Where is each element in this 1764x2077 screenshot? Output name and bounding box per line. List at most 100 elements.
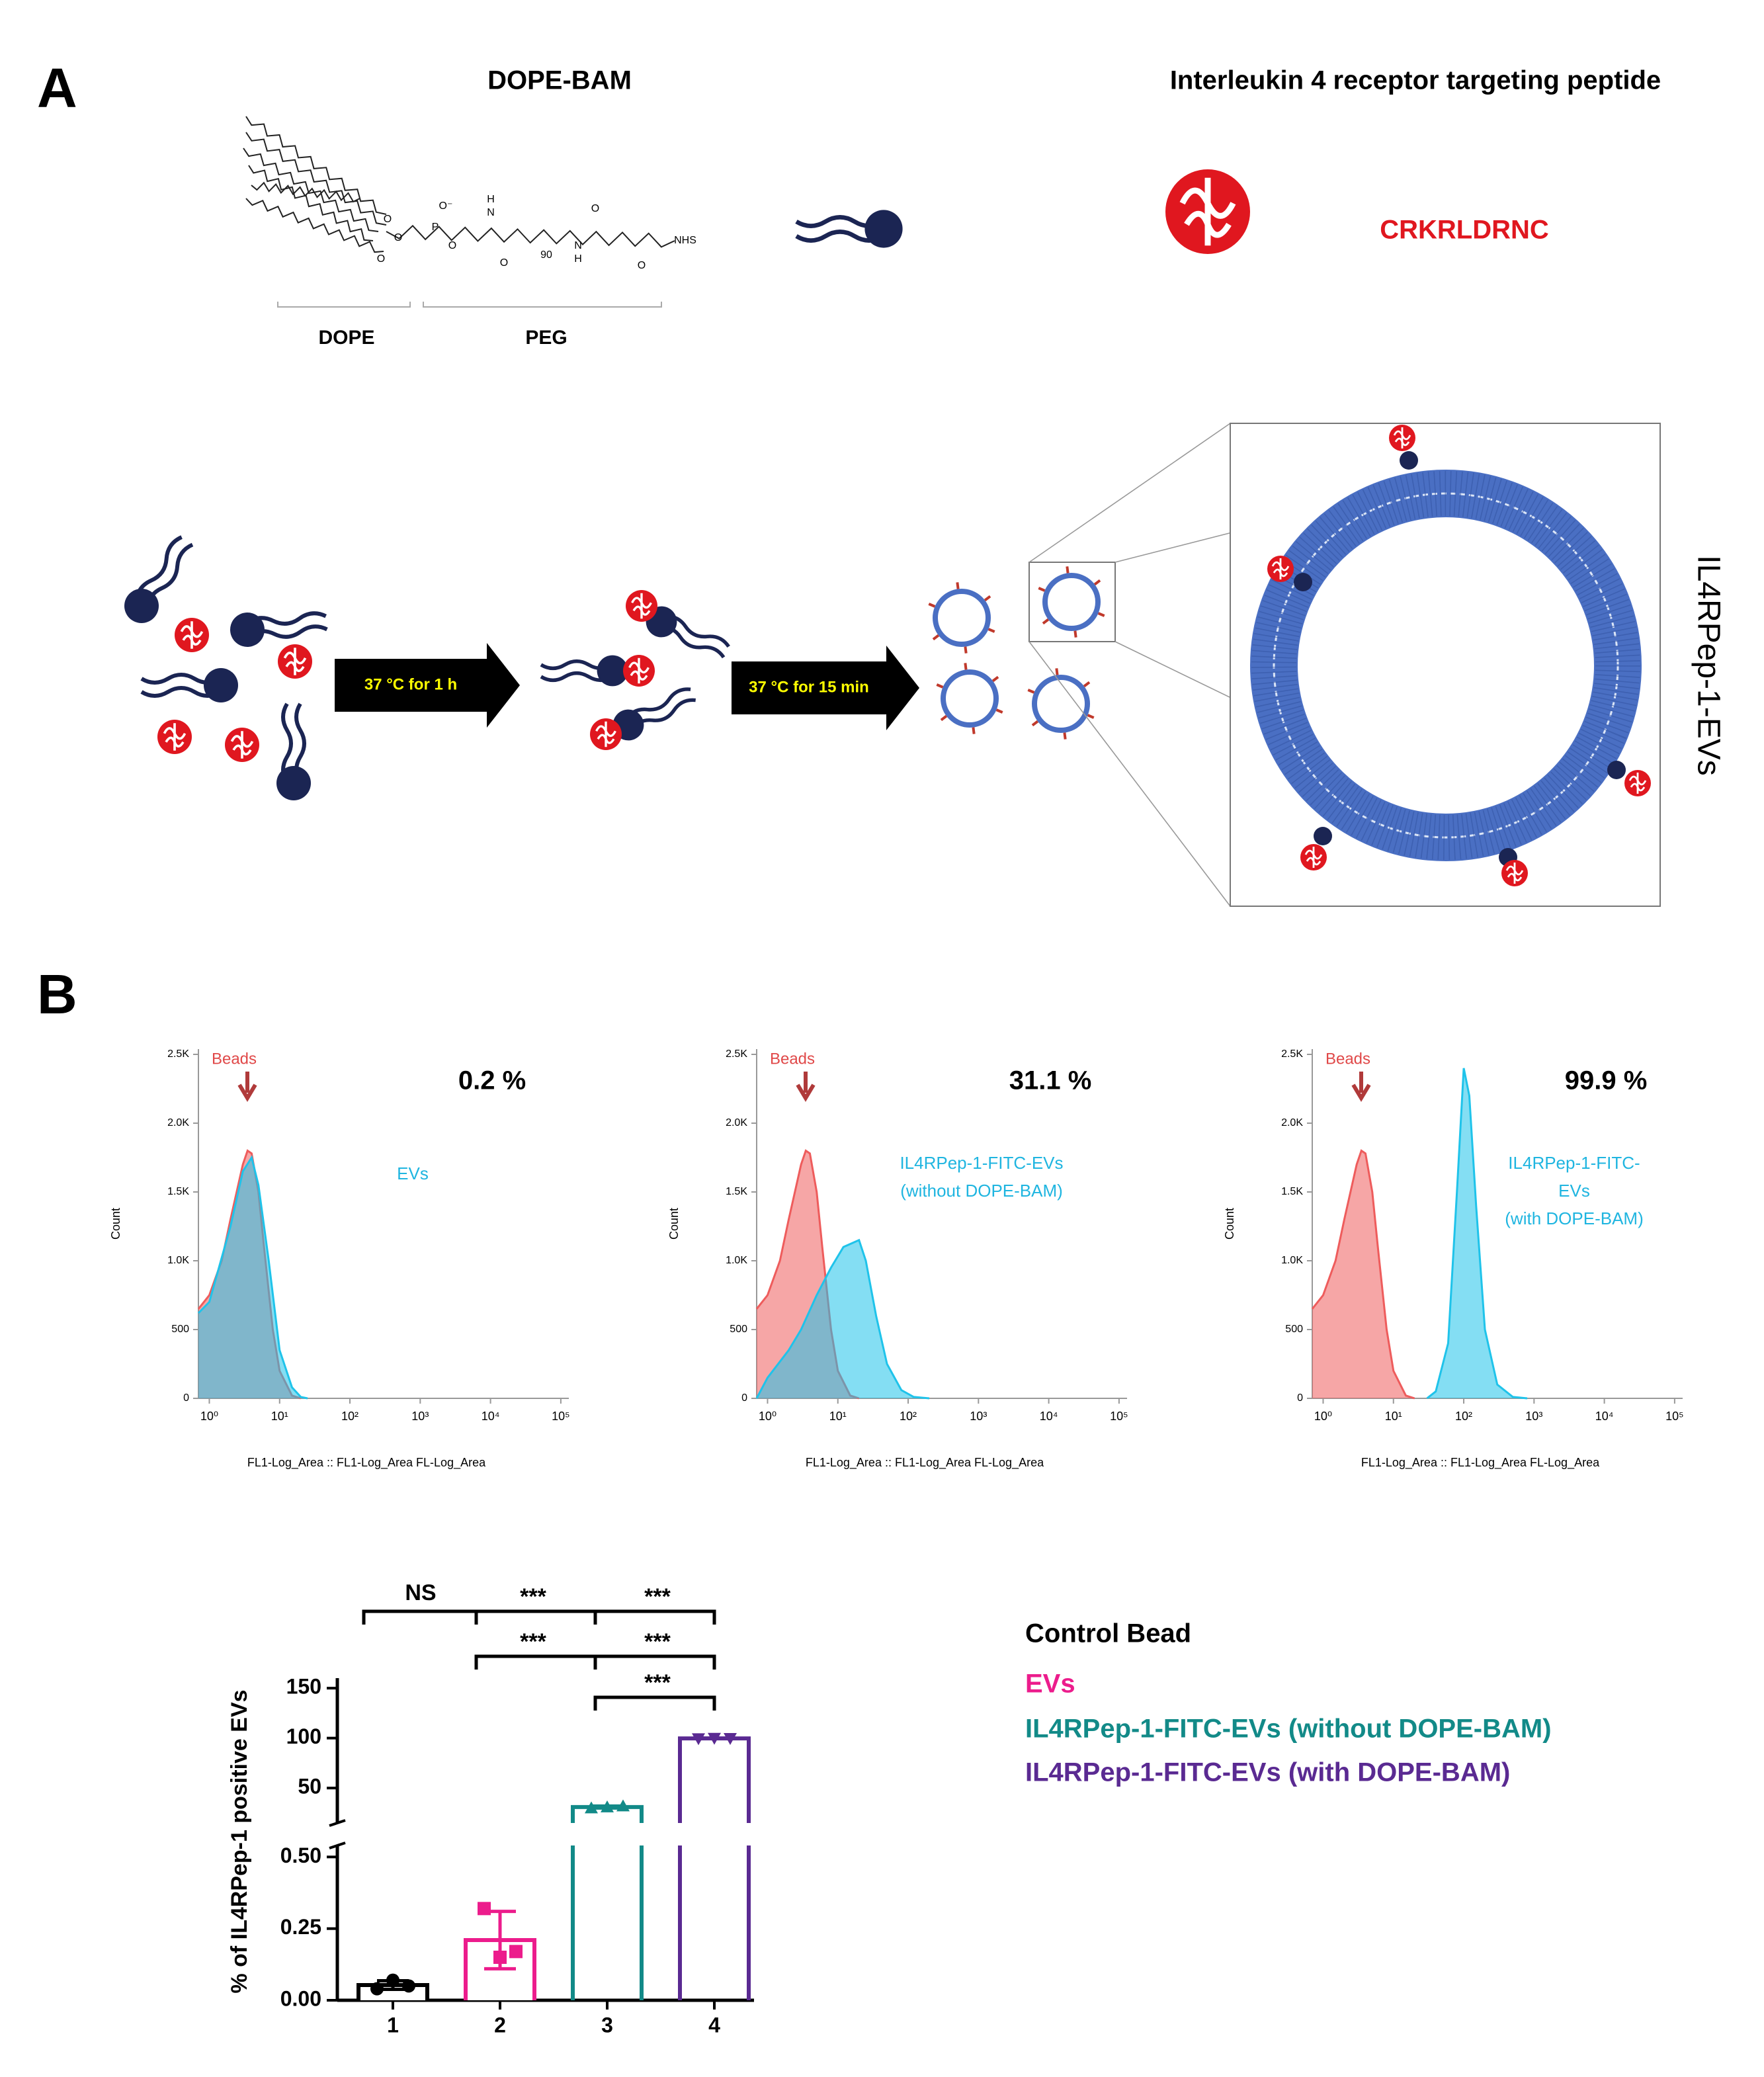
vesicle-peptide: [932, 634, 940, 641]
panel-label: A: [37, 57, 77, 119]
peptide-icon: [626, 590, 657, 622]
y-tick-label: 50: [298, 1775, 321, 1799]
fatty-chain: [243, 148, 379, 232]
y-tick-label: 0: [183, 1392, 189, 1404]
data-point: [708, 1732, 721, 1745]
lipid-head: [276, 766, 311, 800]
data-point: [402, 1979, 415, 1993]
atom-label: N: [574, 240, 582, 251]
lipid-head: [230, 613, 265, 647]
lipid-head: [597, 655, 628, 687]
sample-label: EVs: [1558, 1181, 1590, 1201]
x-tick-label: 10⁴: [1040, 1410, 1058, 1423]
histogram-curve: [197, 1155, 308, 1400]
significance-label: ***: [644, 1629, 671, 1654]
vesicle-peptide: [1042, 618, 1050, 625]
significance-label: ***: [520, 1584, 546, 1609]
x-tick-label: 10³: [411, 1410, 429, 1423]
lipid-icon: [795, 210, 903, 248]
vesicle-peptide: [987, 628, 995, 633]
fatty-chain: [245, 132, 387, 226]
vesicle: [941, 669, 999, 728]
x-tick-label: 10⁰: [759, 1410, 777, 1423]
x-axis-title: FL1-Log_Area :: FL1-Log_Area FL-Log_Area: [1361, 1456, 1600, 1470]
sample-label: IL4RPep-1-FITC-EVs: [900, 1153, 1063, 1173]
atom-label: N: [487, 207, 495, 218]
legend-entry: EVs: [1025, 1670, 1075, 1699]
data-point: [493, 1951, 507, 1964]
x-tick-label: 2: [494, 2013, 506, 2037]
y-tick-label: 1.5K: [167, 1186, 189, 1197]
comparison-bracket: [362, 1609, 716, 1625]
membrane-lipid: [1314, 827, 1332, 845]
x-tick-label: 10¹: [271, 1410, 288, 1423]
y-tick-label: 150: [286, 1675, 321, 1699]
x-tick-label: 10⁵: [1665, 1410, 1683, 1423]
vesicle-peptide: [1027, 689, 1035, 694]
peptide-fold: [1271, 558, 1290, 579]
step-label: 37 °C for 1 h: [364, 675, 457, 693]
y-tick-label: 500: [1285, 1324, 1303, 1335]
legend-entry: Control Bead: [1025, 1619, 1191, 1648]
chemical-structure: [243, 116, 675, 253]
atom-label: O: [394, 232, 402, 243]
peptide-title: Interleukin 4 receptor targeting peptide: [1170, 66, 1661, 95]
lipid-icon: [276, 702, 311, 800]
histogram-area: [198, 1158, 308, 1398]
y-tick-label: 2.5K: [167, 1048, 189, 1060]
x-tick-label: 10¹: [829, 1410, 847, 1423]
peptide-fold: [163, 723, 187, 751]
sample-label: IL4RPep-1-FITC-: [1508, 1153, 1640, 1173]
y-tick-label: 1.0K: [726, 1255, 747, 1266]
atom-label: P: [432, 222, 439, 233]
histogram-area: [1312, 1150, 1415, 1398]
segment-label: PEG: [525, 327, 567, 349]
lipid-icon: [140, 668, 238, 702]
histogram-area: [757, 1240, 930, 1398]
vesicle-peptide: [1083, 681, 1091, 688]
gate-label: Beads: [212, 1050, 257, 1068]
peptide-icon: [1267, 556, 1294, 582]
peptide-sequence: CRKRLDRNC: [1380, 216, 1549, 245]
comparison-bracket: [593, 1695, 716, 1711]
peptide-fold: [1505, 863, 1524, 884]
fatty-chain: [245, 116, 387, 215]
y-axis-title: Count: [667, 1208, 681, 1240]
percent-label: 0.2 %: [458, 1066, 526, 1095]
data-point: [370, 1982, 384, 1996]
atom-label: O⁻: [439, 200, 453, 212]
x-tick-label: 10⁰: [1314, 1410, 1332, 1423]
atom-label: O: [384, 214, 392, 225]
fatty-chain: [245, 198, 384, 253]
lipid-icon: [230, 611, 328, 647]
process-arrow: [335, 643, 520, 728]
x-tick-label: 10⁵: [552, 1410, 569, 1423]
gate-label: Beads: [1325, 1050, 1370, 1068]
gate-arrow: [237, 1072, 257, 1102]
y-tick-label: 0.50: [280, 1844, 321, 1867]
peptide-icon: [1501, 860, 1528, 886]
data-point: [386, 1973, 399, 1987]
y-tick-label: 0.25: [280, 1915, 321, 1939]
y-axis-title: % of IL4RPep-1 positive EVs: [227, 1689, 252, 1993]
significance-label: ***: [644, 1670, 671, 1695]
lipid-head: [864, 210, 903, 248]
x-tick-label: 10⁵: [1110, 1410, 1128, 1423]
y-axis-title: Count: [1223, 1208, 1236, 1240]
comparison-bracket: [474, 1654, 716, 1670]
x-tick-label: 1: [387, 2013, 399, 2037]
peptide-icon: [278, 644, 312, 679]
histogram-area: [757, 1150, 859, 1398]
y-tick-label: 2.5K: [726, 1048, 747, 1060]
bar: [678, 1845, 751, 2000]
process-arrow: [732, 646, 919, 730]
vesicle-peptide: [1038, 587, 1046, 592]
axis-break: [329, 1819, 346, 1849]
vesicle-peptide: [940, 714, 948, 722]
y-tick-label: 0: [1297, 1392, 1303, 1404]
x-tick-label: 10²: [1455, 1410, 1472, 1423]
vesicle-peptide: [984, 595, 991, 602]
lipid-icon: [540, 655, 628, 687]
vesicle-peptide: [1055, 668, 1059, 675]
